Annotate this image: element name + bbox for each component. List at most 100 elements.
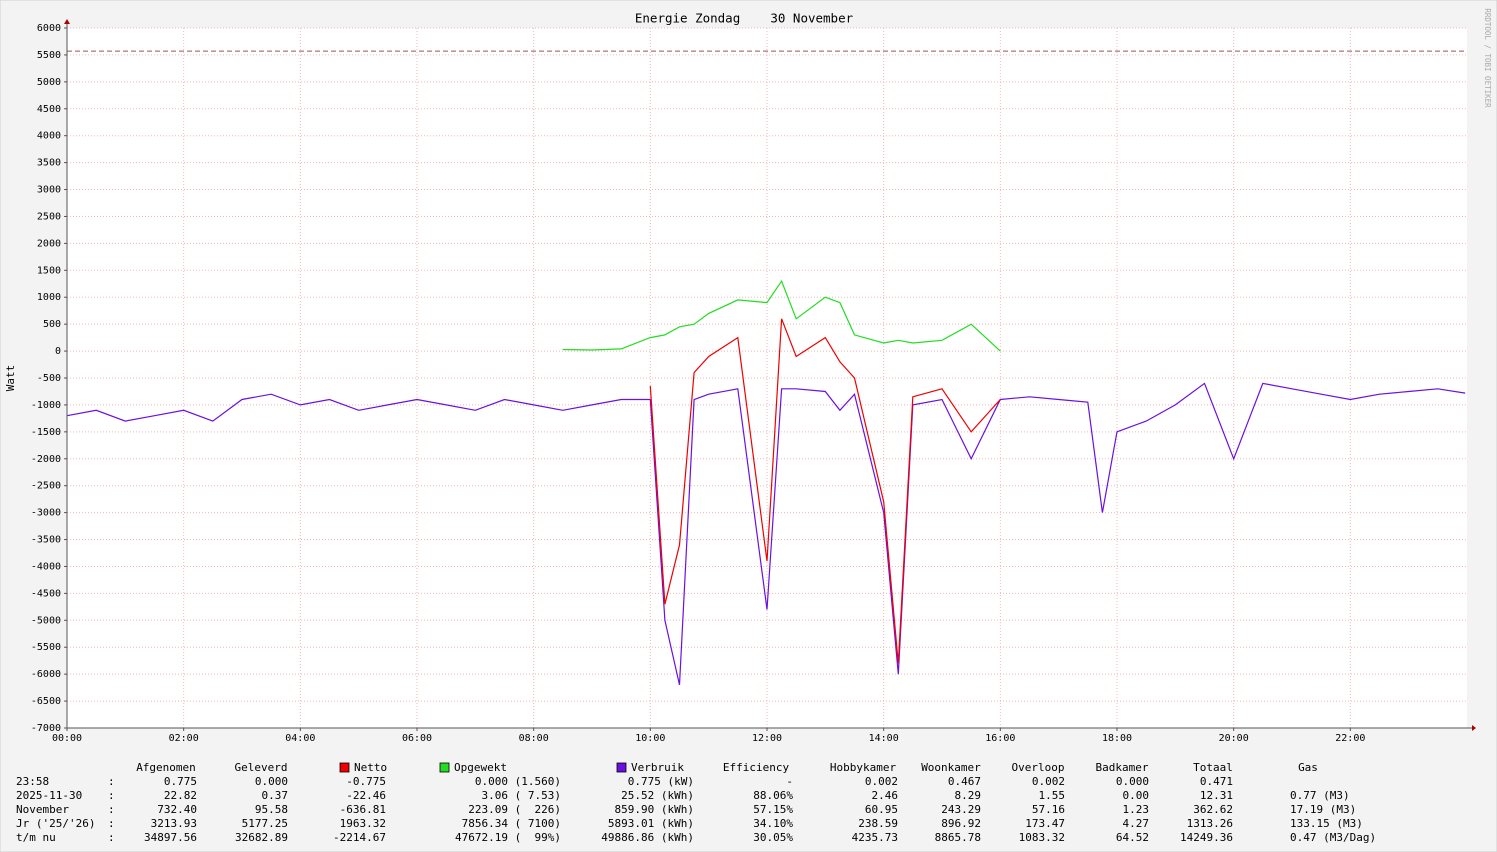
x-tick-label: 02:00 [169, 733, 199, 744]
table-cell: 2.46 [872, 789, 899, 802]
y-tick-label: 6000 [37, 23, 61, 34]
table-cell: 133.15 (M3) [1290, 817, 1363, 830]
table-cell: 1.55 [1039, 789, 1066, 802]
table-cell: 95.58 [255, 803, 288, 816]
row-label: t/m nu [16, 831, 56, 844]
y-tick-label: 1000 [37, 292, 61, 303]
row-label: November [16, 803, 69, 816]
legend-swatch [439, 762, 450, 773]
y-tick-label: -6500 [31, 696, 61, 707]
x-arrow [1472, 725, 1476, 731]
column-header: Efficiency [723, 761, 790, 774]
table-cell: -22.46 [346, 789, 386, 802]
table-cell: - [786, 775, 793, 788]
table-cell: 223.09 ( 226) [468, 803, 561, 816]
x-tick-label: 06:00 [402, 733, 432, 744]
table-cell: 49886.86 (kWh) [601, 831, 694, 844]
y-tick-label: 3000 [37, 185, 61, 196]
legend-entry: Netto [354, 761, 387, 774]
table-cell: 57.16 [1032, 803, 1065, 816]
x-tick-label: 12:00 [752, 733, 782, 744]
series-line [66, 382, 1466, 686]
column-header: Hobbykamer [830, 761, 897, 774]
x-tick-label: 22:00 [1335, 733, 1365, 744]
table-cell: 34897.56 [144, 831, 197, 844]
series-line [649, 318, 1001, 664]
table-cell: 0.000 (1.560) [475, 775, 561, 788]
table-cell: 0.775 (kW) [628, 775, 694, 788]
table-cell: 32682.89 [235, 831, 288, 844]
series-line [562, 279, 1001, 352]
column-header: Geleverd [235, 761, 288, 774]
table-cell: 47672.19 ( 99%) [455, 831, 561, 844]
table-cell: 7856.34 ( 7100) [462, 817, 561, 830]
table-cell: 0.775 [164, 775, 197, 788]
y-tick-label: -1000 [31, 400, 61, 411]
table-cell: 0.000 [255, 775, 288, 788]
table-cell: 17.19 (M3) [1290, 803, 1356, 816]
grid [66, 27, 1467, 729]
table-cell: 4235.73 [852, 831, 898, 844]
y-tick-label: -3500 [31, 535, 61, 546]
y-tick-label: -1500 [31, 427, 61, 438]
table-cell: 243.29 [941, 803, 981, 816]
table-cell: 0.002 [865, 775, 898, 788]
table-cell: 0.000 [1116, 775, 1149, 788]
row-separator: : [108, 831, 115, 844]
summary-table: Afgenomen Geleverd Netto Opgewekt Verbruik Ef… [16, 761, 1376, 844]
table-cell: 34.10% [753, 817, 793, 830]
y-tick-label: -500 [37, 373, 61, 384]
x-tick-label: 10:00 [635, 733, 665, 744]
table-cell: 896.92 [941, 817, 981, 830]
row-separator: : [108, 789, 115, 802]
table-cell: 0.002 [1032, 775, 1065, 788]
column-header: Overloop [1012, 761, 1065, 774]
table-cell: 0.00 [1123, 789, 1150, 802]
y-tick-label: -7000 [31, 723, 61, 734]
column-header: Gas [1298, 761, 1318, 774]
table-cell: 732.40 [157, 803, 197, 816]
legend-swatch [339, 762, 350, 773]
y-tick-label: 2500 [37, 211, 61, 222]
x-tick-label: 14:00 [869, 733, 899, 744]
table-cell: 4.27 [1123, 817, 1150, 830]
table-cell: 0.77 (M3) [1290, 789, 1350, 802]
table-cell: 0.471 [1200, 775, 1233, 788]
table-cell: 1.23 [1123, 803, 1150, 816]
table-cell: 1313.26 [1187, 817, 1233, 830]
y-arrow [64, 19, 70, 24]
y-tick-label: 4500 [37, 104, 61, 115]
table-cell: 5177.25 [242, 817, 288, 830]
y-tick-label: 3500 [37, 158, 61, 169]
y-tick-label: 500 [43, 319, 61, 330]
y-tick-label: -2000 [31, 454, 61, 465]
table-cell: 57.15% [753, 803, 793, 816]
watermark: RRDTOOL / TOBI OETIKER [1483, 8, 1492, 108]
table-cell: 8.29 [955, 789, 982, 802]
table-cell: 88.06% [753, 789, 793, 802]
x-tick-label: 08:00 [519, 733, 549, 744]
x-tick-label: 04:00 [285, 733, 315, 744]
table-cell: 22.82 [164, 789, 197, 802]
table-cell: 3213.93 [151, 817, 197, 830]
row-label: 23:58 [16, 775, 49, 788]
table-cell: 1963.32 [340, 817, 386, 830]
x-tick-label: 20:00 [1219, 733, 1249, 744]
axes: -7000-6500-6000-5500-5000-4500-4000-3500… [31, 19, 1476, 744]
y-tick-label: 5500 [37, 50, 61, 61]
legend-swatch [616, 762, 627, 773]
y-tick-label: 4000 [37, 131, 61, 142]
table-cell: -2214.67 [333, 831, 386, 844]
legend-entry: Verbruik [631, 761, 684, 774]
table-cell: 3.06 ( 7.53) [482, 789, 561, 802]
y-tick-label: -4000 [31, 561, 61, 572]
table-cell: 362.62 [1193, 803, 1233, 816]
table-cell: 12.31 [1200, 789, 1233, 802]
y-tick-label: -5000 [31, 615, 61, 626]
table-cell: 0.37 [262, 789, 289, 802]
row-separator: : [108, 803, 115, 816]
y-tick-label: 1500 [37, 265, 61, 276]
table-cell: 173.47 [1025, 817, 1065, 830]
table-cell: 859.90 (kWh) [615, 803, 694, 816]
